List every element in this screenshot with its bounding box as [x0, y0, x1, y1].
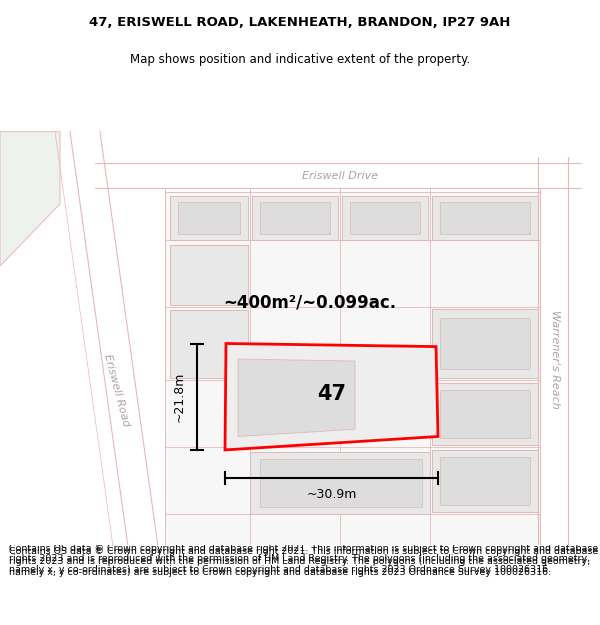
- Text: 47: 47: [317, 384, 346, 404]
- Text: Contains OS data © Crown copyright and database right 2021. This information is : Contains OS data © Crown copyright and d…: [9, 547, 598, 577]
- Text: ~400m²/~0.099ac.: ~400m²/~0.099ac.: [223, 293, 397, 311]
- Polygon shape: [350, 202, 420, 234]
- Polygon shape: [432, 196, 538, 240]
- Text: ~30.9m: ~30.9m: [307, 488, 356, 501]
- Polygon shape: [250, 452, 430, 514]
- Text: 47, ERISWELL ROAD, LAKENHEATH, BRANDON, IP27 9AH: 47, ERISWELL ROAD, LAKENHEATH, BRANDON, …: [89, 16, 511, 29]
- Polygon shape: [238, 359, 355, 436]
- Polygon shape: [440, 318, 530, 369]
- Polygon shape: [225, 344, 438, 450]
- Text: Contains OS data © Crown copyright and database right 2021. This information is : Contains OS data © Crown copyright and d…: [9, 544, 598, 574]
- Polygon shape: [0, 132, 60, 266]
- Polygon shape: [260, 459, 422, 507]
- Polygon shape: [432, 382, 538, 445]
- Polygon shape: [170, 311, 248, 378]
- Polygon shape: [440, 202, 530, 234]
- Polygon shape: [342, 196, 428, 240]
- Text: Warrener's Reach: Warrener's Reach: [550, 309, 560, 408]
- Bar: [538, 158, 568, 556]
- Polygon shape: [440, 457, 530, 505]
- Text: ~21.8m: ~21.8m: [173, 371, 185, 422]
- Polygon shape: [260, 202, 330, 234]
- Polygon shape: [432, 309, 538, 378]
- Polygon shape: [165, 192, 540, 545]
- Polygon shape: [252, 196, 338, 240]
- Polygon shape: [440, 390, 530, 438]
- Polygon shape: [432, 450, 538, 512]
- Text: Eriswell Road: Eriswell Road: [103, 352, 131, 428]
- Bar: [95, 162, 580, 189]
- Polygon shape: [170, 196, 248, 240]
- Text: Eriswell Drive: Eriswell Drive: [302, 171, 378, 181]
- Polygon shape: [170, 246, 248, 305]
- Polygon shape: [178, 202, 240, 234]
- Polygon shape: [70, 132, 165, 597]
- Text: Map shows position and indicative extent of the property.: Map shows position and indicative extent…: [130, 54, 470, 66]
